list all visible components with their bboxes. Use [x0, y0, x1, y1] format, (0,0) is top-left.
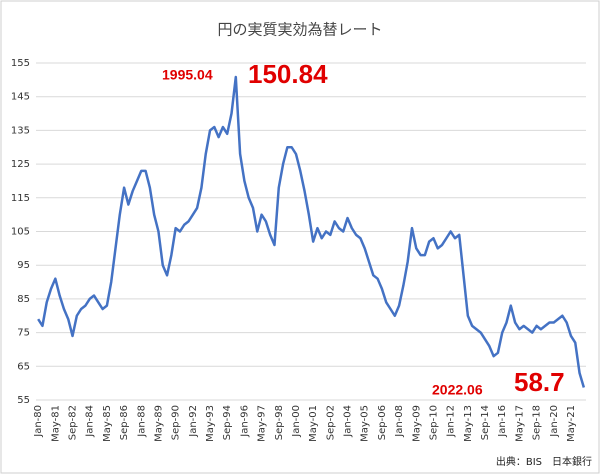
x-tick-label: Sep-86 [119, 405, 130, 440]
x-tick-label: Jan-92 [188, 405, 199, 438]
x-tick-label: Sep-14 [480, 405, 491, 440]
x-tick-label: Jan-20 [549, 405, 560, 438]
x-tick-label: May-93 [205, 405, 216, 442]
y-tick-label: 115 [11, 193, 30, 204]
x-tick-label: May-17 [514, 405, 525, 442]
x-tick-label: Jan-88 [136, 405, 147, 438]
annotation: 150.84 [248, 59, 328, 89]
x-tick-label: May-81 [50, 405, 61, 442]
y-tick-label: 135 [11, 125, 30, 136]
x-tick-label: Sep-02 [325, 405, 336, 440]
x-tick-label: Jan-96 [239, 405, 250, 438]
x-tick-label: May-09 [411, 405, 422, 442]
x-tick-label: Jan-00 [291, 405, 302, 438]
line-series [37, 75, 586, 388]
y-tick-label: 105 [11, 227, 30, 238]
y-tick-label: 95 [17, 260, 30, 271]
y-tick-label: 125 [11, 159, 30, 170]
x-tick-label: Sep-98 [274, 405, 285, 440]
x-tick-label: May-01 [308, 405, 319, 442]
x-tick-label: Sep-10 [428, 405, 439, 440]
x-tick-label: May-21 [566, 405, 577, 442]
x-tick-label: Jan-16 [497, 405, 508, 438]
x-tick-label: May-05 [360, 405, 371, 442]
x-tick-label: Sep-82 [68, 405, 79, 440]
x-tick-label: Jan-08 [394, 405, 405, 438]
x-tick-label: May-13 [463, 405, 474, 442]
x-tick-label: Sep-94 [222, 405, 233, 440]
annotation: 1995.04 [162, 67, 213, 83]
x-tick-label: Jan-80 [33, 405, 44, 438]
y-tick-label: 65 [17, 361, 30, 372]
y-tick-label: 155 [11, 58, 30, 69]
x-tick-label: Sep-18 [532, 405, 543, 440]
x-tick-label: Jan-84 [85, 405, 96, 438]
x-tick-label: Jan-12 [446, 405, 457, 438]
x-tick-label: May-97 [257, 405, 268, 442]
y-tick-label: 85 [17, 294, 30, 305]
x-tick-label: May-85 [102, 405, 113, 442]
source: 出典：BIS 日本銀行 [496, 455, 592, 468]
annotation: 2022.06 [432, 382, 483, 398]
y-tick-label: 75 [17, 328, 30, 339]
x-tick-label: Sep-90 [171, 405, 182, 440]
annotation: 58.7 [514, 367, 565, 397]
x-tick-label: Jan-04 [343, 405, 354, 438]
y-tick-label: 55 [17, 395, 30, 406]
x-tick-label: Sep-06 [377, 405, 388, 440]
x-tick-label: May-89 [153, 405, 164, 442]
y-tick-label: 145 [11, 92, 30, 103]
chart-title: 円の実質実効為替レート [217, 21, 382, 39]
